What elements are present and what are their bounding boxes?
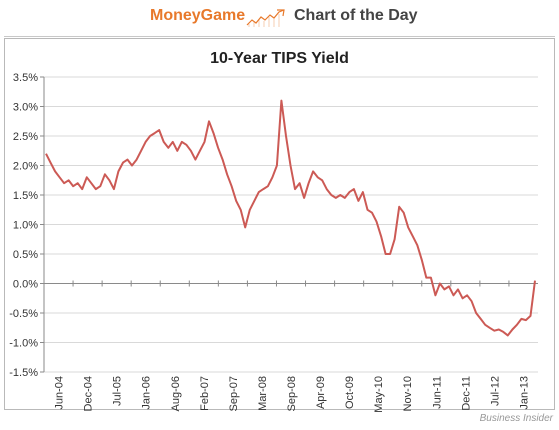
rising-line-icon [246, 9, 285, 27]
x-tick-label: Jul-12 [489, 376, 501, 406]
y-tick-label: -1.5% [9, 367, 38, 379]
x-tick-label: Feb-07 [199, 376, 211, 411]
y-tick-label: 2.0% [13, 161, 38, 173]
chart-title: 10-Year TIPS Yield [210, 50, 349, 67]
y-tick-label: 0.0% [13, 279, 38, 291]
x-tick-label: Sep-08 [286, 376, 298, 411]
x-tick-label: Mar-08 [257, 376, 269, 411]
x-tick-label: May-10 [373, 376, 385, 413]
series-line-tips-yield [45, 99, 536, 337]
y-tick-label: 3.5% [13, 72, 38, 84]
header-divider [4, 36, 555, 37]
x-tick-label: Dec-04 [83, 376, 95, 411]
brand-name: MoneyGame [150, 7, 246, 24]
x-tick-label: Jun-04 [54, 376, 66, 410]
y-tick-label: 0.5% [13, 249, 38, 261]
x-tick-label: Sep-07 [228, 376, 240, 411]
y-tick-label: 2.5% [13, 131, 38, 143]
x-tick-label: Aug-06 [170, 376, 182, 411]
x-tick-label: Jan-13 [518, 376, 530, 410]
x-tick-label: Dec-11 [460, 376, 472, 411]
x-tick-label: Jul-05 [112, 376, 124, 406]
x-tick-label: Jun-11 [431, 376, 443, 409]
x-tick-label: Oct-09 [344, 376, 356, 409]
chart-panel [4, 38, 555, 410]
section-title: Chart of the Day [294, 7, 418, 24]
y-tick-label: -0.5% [9, 308, 38, 320]
y-tick-label: 1.0% [13, 220, 38, 232]
y-tick-label: -1.0% [9, 338, 38, 350]
x-tick-label: Jan-06 [141, 376, 153, 410]
source-credit: Business Insider [479, 413, 553, 424]
x-tick-label: Nov-10 [402, 376, 414, 411]
x-tick-label: Apr-09 [315, 376, 327, 409]
y-tick-label: 1.5% [13, 190, 38, 202]
header-bar: MoneyGame Chart of the Day [0, 0, 559, 36]
y-tick-label: 3.0% [13, 102, 38, 114]
